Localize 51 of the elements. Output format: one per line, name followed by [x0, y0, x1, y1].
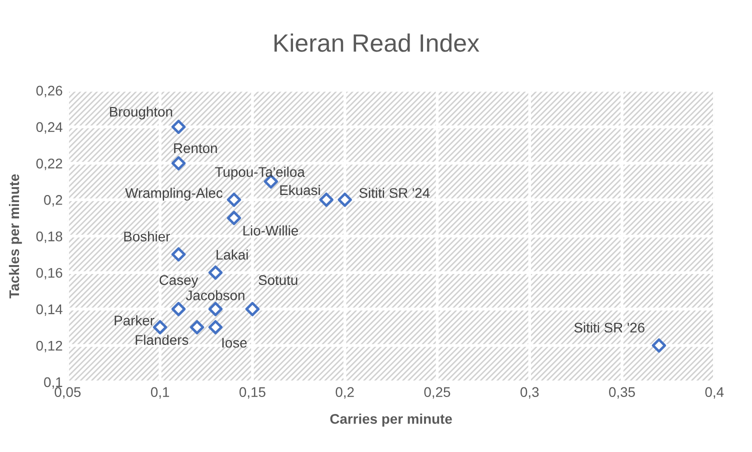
x-tick-label: 0,4 — [705, 387, 724, 399]
point — [652, 338, 666, 353]
annotation: Sotutu — [258, 275, 298, 286]
annotation: Sititi SR '24 — [359, 188, 430, 198]
y-tick-label: 0,24 — [36, 122, 62, 134]
annotation: Lakai — [216, 249, 248, 260]
annotation: Lio-Willie — [243, 225, 298, 236]
chart-title: Kieran Read Index — [274, 34, 480, 52]
point — [190, 320, 204, 334]
annotation: Casey — [160, 275, 198, 288]
annotation: Tupou-Ta'eiloa — [215, 166, 305, 180]
point — [226, 210, 242, 226]
y-tick-label: 0,1 — [44, 377, 62, 389]
x-tick-label: 0,15 — [239, 387, 266, 399]
point — [208, 265, 223, 280]
point — [319, 192, 334, 207]
y-tick-label: 0,12 — [36, 340, 62, 352]
y-tick-label: 0,18 — [36, 232, 62, 243]
x-tick-label: 0,2 — [336, 387, 354, 399]
x-tick-label: 0,3 — [520, 387, 539, 399]
point — [208, 320, 223, 334]
point — [171, 156, 186, 170]
x-tick-label: 0,35 — [609, 387, 635, 399]
annotation: Iose — [222, 338, 247, 348]
x-axis-title: Carries per minute — [330, 414, 452, 427]
y-tick-label: 0,16 — [36, 268, 62, 280]
point — [226, 192, 242, 207]
annotation: Renton — [174, 143, 217, 154]
y-tick-label: 0,26 — [36, 86, 62, 98]
point — [338, 192, 352, 207]
annotation: Jacobson — [186, 290, 244, 300]
x-tick-label: 0,1 — [150, 387, 170, 399]
point — [171, 247, 186, 262]
annotation: Parker — [114, 315, 154, 326]
x-tick-label: 0,25 — [424, 387, 450, 399]
x-tick-label: 0,05 — [54, 387, 81, 399]
annotation: Boshier — [124, 231, 170, 242]
annotation: Sititi SR '26 — [574, 322, 644, 333]
point — [208, 302, 223, 316]
annotation: Ekuasi — [280, 184, 320, 196]
annotation: Flanders — [136, 334, 188, 345]
point — [171, 302, 186, 316]
y-axis-title: Tackles per minute — [8, 174, 22, 298]
point — [152, 320, 168, 334]
point — [245, 302, 260, 316]
y-tick-label: 0,22 — [36, 158, 62, 170]
annotation: Wrampling-Alec — [125, 188, 223, 201]
y-tick-label: 0,14 — [36, 304, 62, 316]
y-tick-label: 0,2 — [44, 195, 62, 207]
annotation: Broughton — [110, 106, 172, 120]
point — [171, 120, 186, 134]
